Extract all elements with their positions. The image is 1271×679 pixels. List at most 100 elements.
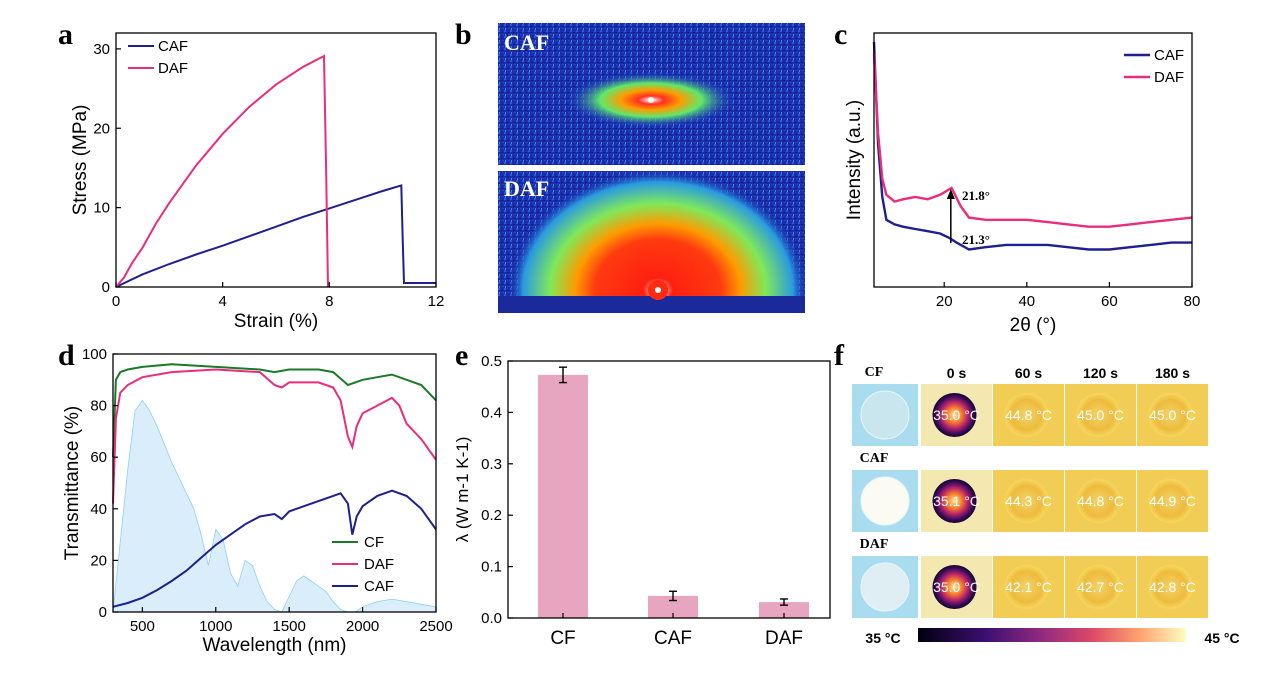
e-ytick-label-2: 0.2 bbox=[481, 507, 502, 524]
y-axis-label-e: λ (W m-1 K-1) bbox=[453, 437, 472, 543]
d-ytick-label-5: 100 bbox=[82, 346, 107, 363]
a-ytick-label-3: 30 bbox=[93, 41, 110, 58]
x-axis-label-d: Wavelength (nm) bbox=[203, 635, 347, 656]
time-header-2: 120 s bbox=[1083, 365, 1118, 381]
series-line-cf bbox=[112, 363, 437, 458]
temp-label-caf-1: 44.3 °C bbox=[1005, 493, 1052, 509]
temp-label-caf-2: 44.8 °C bbox=[1077, 493, 1124, 509]
panel-a-stress-strain-chart: 0 4 8 12 0 10 20 30 Strain (%) Stress (MPa) CAF DAF bbox=[70, 32, 444, 332]
d-xtick-label-3: 2000 bbox=[346, 618, 379, 635]
plot-frame-a bbox=[115, 32, 437, 288]
d-xtick-label-1: 1000 bbox=[199, 618, 232, 635]
saxs-label-caf: CAF bbox=[504, 30, 549, 55]
series-line-daf bbox=[872, 53, 1193, 228]
temp-label-cf-2: 45.0 °C bbox=[1077, 407, 1124, 423]
y-axis-label-d: Transmittance (%) bbox=[62, 406, 83, 561]
time-header-0: 0 s bbox=[947, 365, 967, 381]
panel-label-a: a bbox=[58, 18, 73, 51]
legend-label-cf: CF bbox=[364, 534, 384, 551]
d-ytick-label-2: 40 bbox=[90, 501, 107, 518]
temp-label-daf-2: 42.7 °C bbox=[1077, 579, 1124, 595]
saxs-label-daf: DAF bbox=[504, 176, 549, 201]
c-xtick-label-2: 60 bbox=[1101, 293, 1118, 310]
a-ytick-label-1: 10 bbox=[93, 200, 110, 217]
c-xtick-label-0: 20 bbox=[936, 293, 953, 310]
solar-spectrum-area bbox=[112, 399, 437, 613]
legend-label-caf: CAF bbox=[364, 578, 394, 595]
thermal-spot-cf-1 bbox=[1004, 393, 1049, 437]
row-label-daf: DAF bbox=[860, 537, 889, 552]
y-axis-label-c: Intensity (a.u.) bbox=[844, 100, 865, 220]
sample-disk-caf bbox=[860, 476, 910, 526]
bar-daf bbox=[759, 602, 809, 618]
plot-frame-e bbox=[507, 360, 831, 619]
time-header-1: 60 s bbox=[1015, 365, 1042, 381]
category-label-daf: DAF bbox=[765, 628, 803, 649]
row-label-cf: CF bbox=[865, 365, 884, 380]
series-line-caf bbox=[115, 184, 436, 288]
a-ytick-label-0: 0 bbox=[102, 279, 110, 296]
row-label-caf: CAF bbox=[860, 451, 889, 466]
category-label-cf: CF bbox=[550, 628, 575, 649]
legend-label-caf: CAF bbox=[1154, 47, 1184, 64]
y-axis-label-a: Stress (MPa) bbox=[70, 105, 91, 216]
panel-label-b: b bbox=[455, 18, 472, 51]
panel-label-f: f bbox=[834, 339, 845, 372]
sample-disk-daf bbox=[860, 562, 910, 612]
colorbar bbox=[918, 628, 1186, 642]
category-label-caf: CAF bbox=[654, 628, 692, 649]
d-xtick-label-0: 500 bbox=[130, 618, 155, 635]
thermal-spot-caf-1 bbox=[1004, 479, 1049, 523]
temp-label-caf-0: 35.1 °C bbox=[933, 493, 980, 509]
panel-label-c: c bbox=[834, 18, 847, 51]
saxs-image-daf: DAF bbox=[498, 171, 805, 313]
peak-shift-arrowhead bbox=[946, 189, 955, 199]
a-xtick-label-2: 8 bbox=[325, 293, 333, 310]
temp-label-cf-3: 45.0 °C bbox=[1149, 407, 1196, 423]
d-ytick-label-0: 0 bbox=[99, 604, 107, 621]
colorbar-max-label: 45 °C bbox=[1204, 630, 1239, 646]
series-line-daf bbox=[115, 54, 329, 288]
time-header-3: 180 s bbox=[1155, 365, 1190, 381]
annotation-peak-daf: 21.8° bbox=[962, 188, 990, 203]
legend-label-caf: CAF bbox=[158, 38, 188, 55]
panel-c-xrd-chart: 21.8° 21.3° 20 40 60 80 2θ (°) Intensity (a.u.)… bbox=[844, 32, 1201, 336]
legend-label-daf: DAF bbox=[1154, 69, 1184, 86]
thermal-spot-daf-2 bbox=[1076, 565, 1121, 609]
temp-label-daf-1: 42.1 °C bbox=[1005, 579, 1052, 595]
x-axis-label-c: 2θ (°) bbox=[1010, 315, 1057, 336]
panel-f-thermal-images: 0 s 60 s 120 s 180 s CF 35.0 °C 44.8 °C 45.0 °C… bbox=[852, 365, 1240, 646]
saxs-image-caf: CAF bbox=[498, 23, 805, 165]
d-ytick-label-1: 20 bbox=[90, 552, 107, 569]
temp-label-cf-1: 44.8 °C bbox=[1005, 407, 1052, 423]
d-xtick-label-2: 1500 bbox=[272, 618, 305, 635]
thermal-spot-daf-3 bbox=[1148, 565, 1193, 609]
series-line-caf bbox=[112, 489, 437, 608]
thermal-spot-daf-1 bbox=[1004, 565, 1049, 609]
thermal-spot-caf-3 bbox=[1148, 479, 1193, 523]
c-xtick-label-3: 80 bbox=[1184, 293, 1201, 310]
thermal-spot-caf-2 bbox=[1076, 479, 1121, 523]
e-ytick-label-1: 0.1 bbox=[481, 559, 502, 576]
series-line-caf bbox=[872, 41, 1192, 251]
e-ytick-label-0: 0.0 bbox=[481, 610, 502, 627]
e-ytick-label-3: 0.3 bbox=[481, 456, 502, 473]
a-ytick-label-2: 20 bbox=[93, 120, 110, 137]
colorbar-min-label: 35 °C bbox=[865, 630, 900, 646]
thermal-spot-cf-3 bbox=[1148, 393, 1193, 437]
temp-label-daf-3: 42.8 °C bbox=[1149, 579, 1196, 595]
thermal-spot-daf-0 bbox=[932, 565, 977, 609]
panel-d-transmittance-chart: 500 1000 1500 2000 2500 0 20 40 60 80 100 Wavelengt… bbox=[62, 346, 453, 656]
a-xtick-label-0: 0 bbox=[112, 293, 120, 310]
plot-frame-d bbox=[112, 353, 437, 613]
series-line-daf bbox=[112, 368, 437, 504]
panel-label-d: d bbox=[58, 339, 75, 372]
temp-label-daf-0: 35.0 °C bbox=[933, 579, 980, 595]
d-xtick-label-4: 2500 bbox=[419, 618, 452, 635]
bar-caf bbox=[648, 595, 698, 618]
thermal-spot-cf-0 bbox=[932, 393, 977, 437]
bar-cf bbox=[538, 374, 588, 618]
thermal-spot-caf-0 bbox=[932, 479, 977, 523]
